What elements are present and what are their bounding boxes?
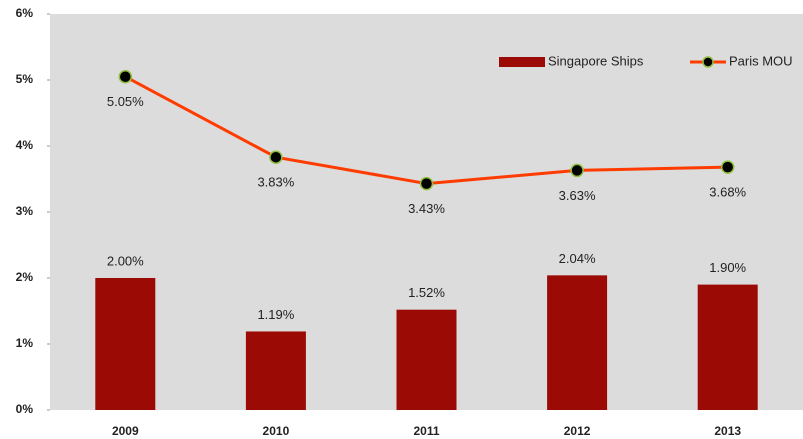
data-label: 3.43%: [408, 201, 445, 216]
y-tick-label: 2%: [16, 270, 34, 284]
legend-swatch: [499, 57, 545, 67]
bar: [547, 275, 608, 410]
y-tick-label: 6%: [16, 6, 34, 20]
marker: [118, 69, 133, 84]
y-tick-label: 5%: [16, 72, 34, 86]
bar: [95, 278, 156, 410]
x-tick-label: 2009: [112, 424, 139, 438]
marker: [419, 176, 434, 191]
x-tick-label: 2010: [263, 424, 290, 438]
bar: [396, 309, 457, 410]
data-label: 3.68%: [709, 185, 746, 200]
data-label: 3.63%: [559, 188, 596, 203]
marker: [720, 160, 735, 174]
bar: [245, 331, 306, 410]
bar: [697, 284, 758, 410]
data-label: 2.00%: [107, 253, 144, 268]
marker: [570, 163, 584, 178]
data-label: 1.19%: [257, 307, 294, 322]
x-tick-label: 2011: [413, 424, 439, 438]
y-tick-label: 4%: [16, 138, 34, 152]
marker: [269, 150, 283, 164]
y-tick-label: 1%: [16, 336, 34, 350]
x-tick-label: 2012: [564, 424, 591, 438]
data-label: 3.83%: [257, 175, 294, 190]
legend-label: Singapore Ships: [548, 53, 644, 68]
y-tick-label: 3%: [16, 204, 34, 218]
x-tick-label: 2013: [714, 424, 741, 438]
y-tick-label: 0%: [16, 402, 34, 416]
data-label: 2.04%: [559, 251, 596, 266]
data-label: 5.05%: [107, 94, 144, 109]
legend-marker: [702, 56, 714, 68]
legend-label: Paris MOU: [729, 53, 793, 68]
data-label: 1.52%: [408, 285, 445, 300]
data-label: 1.90%: [709, 260, 746, 275]
